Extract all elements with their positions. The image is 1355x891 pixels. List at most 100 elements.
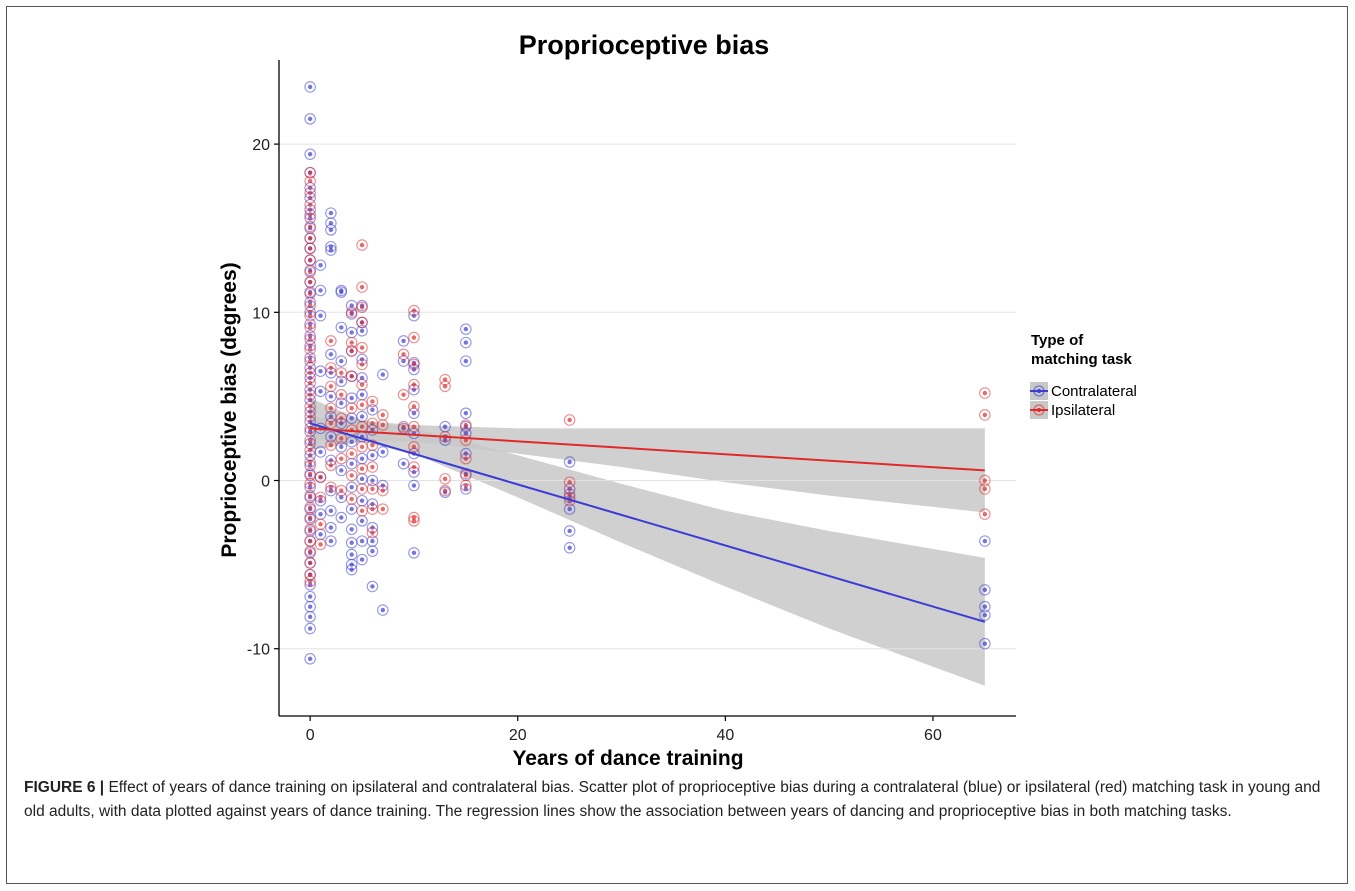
point-ipsilateral — [304, 321, 316, 334]
point-dot-ipsilateral — [370, 399, 375, 404]
y-tick-label: -10 — [247, 642, 270, 659]
x-tick-label: 20 — [509, 727, 527, 744]
point-dot-ipsilateral — [339, 370, 344, 376]
point-dot-contralateral — [370, 584, 375, 589]
point-contralateral — [304, 148, 316, 160]
point-dot-contralateral — [463, 411, 469, 416]
point-dot-contralateral — [370, 453, 375, 458]
point-dot-ipsilateral — [411, 444, 417, 450]
point-dot-ipsilateral — [359, 508, 365, 513]
point-contralateral — [325, 535, 337, 547]
point-dot-contralateral — [328, 538, 334, 544]
point-ipsilateral — [335, 452, 348, 465]
point-dot-ipsilateral — [307, 481, 313, 487]
point-dot-contralateral — [328, 488, 334, 493]
point-ipsilateral — [356, 239, 368, 251]
point-dot-ipsilateral — [318, 542, 323, 547]
point-ipsilateral — [335, 484, 348, 497]
point-ipsilateral — [304, 478, 316, 490]
point-dot-ipsilateral — [359, 345, 365, 350]
point-ipsilateral — [335, 367, 348, 379]
point-dot-contralateral — [359, 498, 365, 503]
point-dot-contralateral — [307, 355, 313, 360]
point-ipsilateral — [304, 523, 316, 536]
point-dot-contralateral — [982, 641, 988, 646]
point-dot-contralateral — [328, 394, 334, 399]
point-ipsilateral — [460, 419, 472, 431]
point-dot-contralateral — [359, 518, 365, 524]
point-ipsilateral — [356, 301, 368, 314]
point-dot-contralateral — [339, 468, 344, 473]
axes: -10 0 10 20 0 20 40 60 — [247, 60, 1016, 744]
point-dot-ipsilateral — [982, 478, 988, 483]
point-ipsilateral — [304, 410, 316, 423]
point-dot-contralateral — [307, 582, 313, 587]
point-dot-contralateral — [349, 527, 354, 532]
point-dot-contralateral — [349, 506, 354, 512]
point-dot-ipsilateral — [307, 358, 313, 364]
point-dot-ipsilateral — [307, 178, 313, 184]
point-ipsilateral — [314, 518, 327, 530]
point-contralateral — [377, 604, 389, 616]
point-dot-contralateral — [307, 333, 313, 339]
data-points — [304, 81, 991, 665]
point-dot-ipsilateral — [359, 382, 365, 387]
point-contralateral — [325, 244, 337, 256]
point-dot-contralateral — [567, 459, 572, 465]
point-dot-ipsilateral — [307, 538, 313, 544]
point-dot-contralateral — [349, 567, 354, 572]
point-dot-ipsilateral — [307, 202, 313, 207]
point-ipsilateral — [304, 254, 316, 266]
point-dot-contralateral — [318, 389, 323, 394]
point-dot-ipsilateral — [339, 392, 344, 397]
point-contralateral — [325, 224, 337, 236]
point-ipsilateral — [304, 343, 316, 356]
point-dot-contralateral — [307, 656, 313, 662]
point-dot-contralateral — [359, 392, 365, 397]
point-dot-ipsilateral — [307, 515, 313, 520]
y-tick-label: 0 — [261, 474, 270, 491]
point-dot-ipsilateral — [442, 488, 448, 493]
point-dot-ipsilateral — [307, 190, 313, 196]
x-axis-label: Years of dance training — [512, 747, 743, 770]
point-dot-ipsilateral — [318, 495, 323, 500]
point-contralateral — [397, 335, 410, 347]
point-ipsilateral — [325, 459, 337, 472]
point-ipsilateral — [304, 288, 316, 300]
point-contralateral — [314, 259, 327, 271]
point-dot-contralateral — [307, 626, 313, 631]
point-dot-ipsilateral — [411, 308, 417, 313]
point-dot-ipsilateral — [401, 424, 406, 429]
point-ipsilateral — [345, 306, 358, 319]
point-dot-ipsilateral — [318, 522, 323, 527]
point-dot-ipsilateral — [328, 463, 334, 468]
point-ipsilateral — [408, 331, 420, 344]
point-contralateral — [335, 375, 348, 388]
point-ipsilateral — [314, 491, 327, 504]
point-dot-contralateral — [307, 463, 313, 468]
point-dot-ipsilateral — [307, 404, 313, 409]
x-tick-label: 60 — [924, 727, 942, 744]
point-dot-contralateral — [349, 485, 354, 490]
point-dot-ipsilateral — [463, 456, 469, 461]
legend: Type of matching task Contralateral Ipsi… — [1030, 332, 1137, 419]
point-ipsilateral — [408, 378, 420, 391]
point-contralateral — [304, 611, 316, 623]
point-dot-ipsilateral — [359, 444, 365, 450]
point-dot-contralateral — [442, 424, 448, 429]
point-ipsilateral — [377, 419, 389, 431]
point-ipsilateral — [356, 399, 368, 411]
point-contralateral — [460, 355, 472, 367]
point-ipsilateral — [408, 461, 420, 473]
y-axis-label: Proprioceptive bias (degrees) — [218, 262, 241, 557]
point-ipsilateral — [325, 362, 337, 374]
point-ipsilateral — [366, 461, 379, 473]
point-dot-contralateral — [349, 552, 354, 557]
point-ipsilateral — [304, 166, 316, 179]
point-contralateral — [335, 511, 348, 524]
point-ipsilateral — [325, 380, 337, 393]
point-ipsilateral — [397, 348, 410, 361]
point-ipsilateral — [304, 242, 316, 255]
point-dot-contralateral — [328, 525, 334, 530]
point-dot-ipsilateral — [442, 384, 448, 389]
